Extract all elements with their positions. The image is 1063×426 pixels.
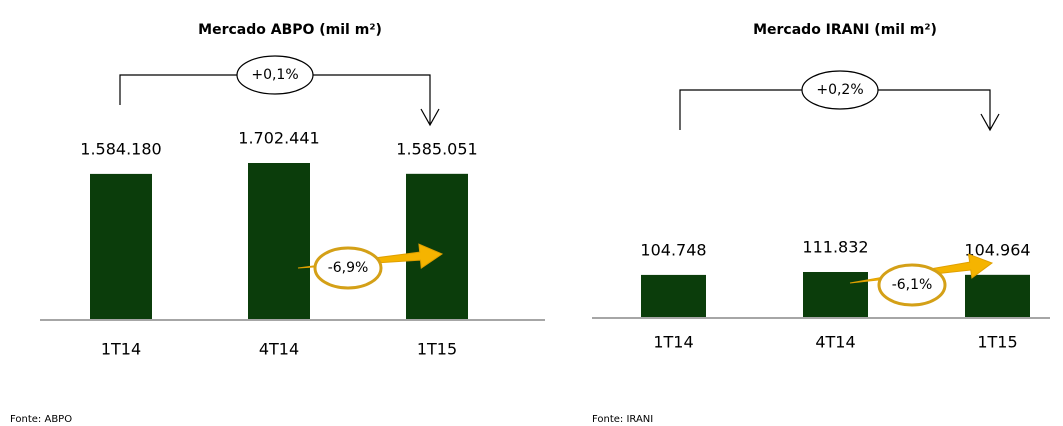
annotation-ellipse: [877, 263, 947, 307]
bar: [641, 274, 706, 318]
x-tick-label: 1T15: [977, 333, 1017, 352]
annotation-ellipse: [313, 246, 383, 290]
bar: [803, 272, 868, 318]
bar: [90, 173, 152, 320]
annotation: -6,9%: [328, 260, 369, 276]
value-label: 1.702.441: [238, 129, 319, 148]
x-tick-label: 1T14: [101, 340, 141, 359]
value-label: 1.585.051: [396, 139, 477, 158]
value-label: 104.748: [640, 240, 706, 259]
source: Fonte: ABPO: [10, 414, 72, 425]
annotation: +0,1%: [251, 67, 298, 83]
value-label: 1.584.180: [80, 139, 161, 158]
bar: [248, 163, 310, 320]
x-tick-label: 1T15: [417, 340, 457, 359]
bar: [965, 274, 1030, 318]
annotation-ellipse: [801, 70, 879, 110]
value-label: 111.832: [802, 238, 868, 257]
chart-title: Mercado ABPO (mil m²): [198, 22, 382, 38]
x-tick-label: 4T14: [259, 340, 299, 359]
chart-title: Mercado IRANI (mil m²): [753, 22, 937, 38]
annotation-ellipse: [236, 55, 314, 95]
value-label: 104.964: [964, 240, 1030, 259]
source: Fonte: IRANI: [592, 414, 653, 425]
x-tick-label: 1T14: [653, 333, 693, 352]
bar: [406, 173, 468, 320]
annotation: +0,2%: [816, 82, 863, 98]
arrow: [849, 253, 994, 284]
annotation: -6,1%: [892, 277, 933, 293]
x-tick-label: 4T14: [815, 333, 855, 352]
